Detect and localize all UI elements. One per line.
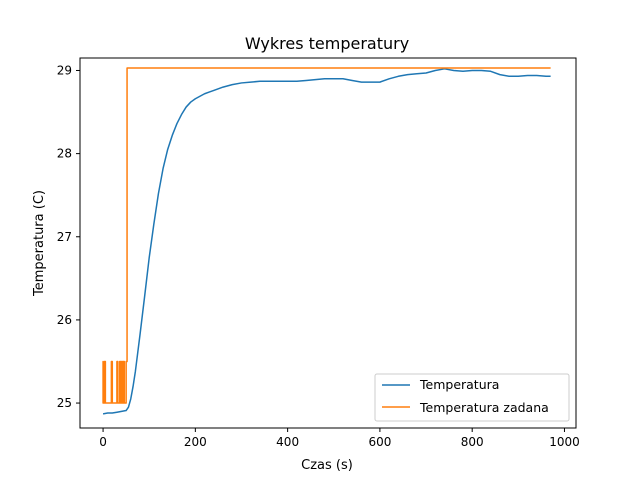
y-tick-label: 28 [57, 147, 72, 161]
y-tick-label: 27 [57, 230, 72, 244]
x-tick-label: 1000 [549, 435, 580, 449]
series-line-temperatura-zadana [102, 67, 551, 404]
legend-box [374, 373, 570, 422]
lines-layer [102, 67, 551, 415]
y-tick-label: 25 [57, 396, 72, 410]
legend-label-temperatura-zadana: Temperatura zadana [419, 400, 549, 415]
x-tick-label: 600 [368, 435, 391, 449]
legend-label-temperatura: Temperatura [419, 377, 499, 392]
x-tick-label: 200 [184, 435, 207, 449]
y-axis-label: Temperatura (C) [32, 190, 47, 297]
legend: Temperatura Temperatura zadana [374, 373, 570, 422]
chart-title: Wykres temperatury [245, 34, 409, 53]
y-axis: 25 26 27 28 29 [57, 63, 80, 410]
y-tick-label: 29 [57, 63, 72, 77]
y-tick-label: 26 [57, 313, 72, 327]
x-tick-label: 0 [99, 435, 107, 449]
plot-frame [79, 57, 577, 429]
series-line-temperatura [102, 68, 551, 415]
x-tick-label: 400 [276, 435, 299, 449]
x-axis-label: Czas (s) [301, 458, 353, 473]
x-axis: 0 200 400 600 800 1000 [99, 428, 580, 449]
x-tick-label: 800 [461, 435, 484, 449]
plot-area: 0 200 400 600 800 1000 25 26 27 28 29 [57, 57, 580, 449]
